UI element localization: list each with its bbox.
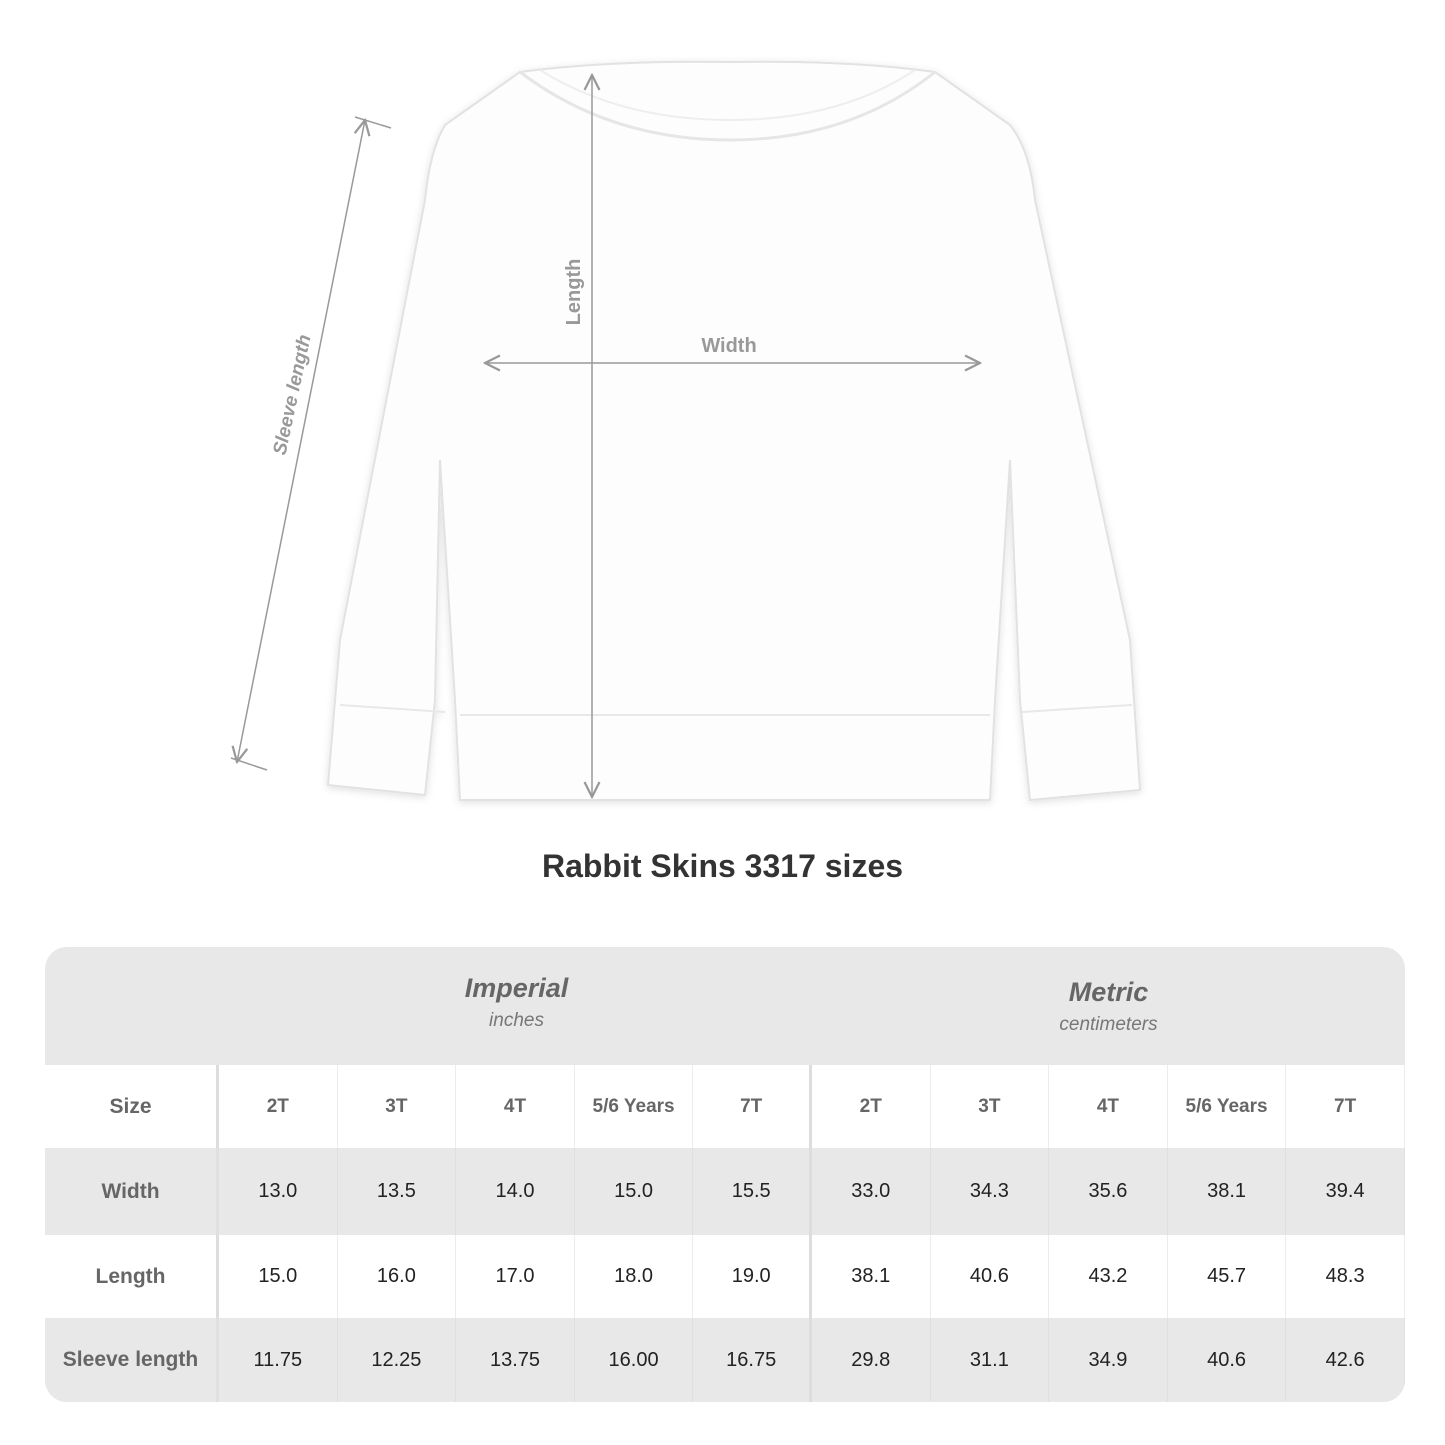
metric-cell: 4T	[1049, 1065, 1168, 1148]
imperial-unit: inches	[489, 1010, 544, 1031]
metric-unit: centimeters	[1059, 1014, 1158, 1035]
imperial-cell: 7T	[693, 1065, 812, 1148]
imperial-cell: 13.5	[338, 1148, 457, 1235]
metric-cell: 5/6 Years	[1168, 1065, 1287, 1148]
size-header-row: Size 2T 3T 4T 5/6 Years 7T 2T 3T 4T 5/6 Years 7T	[45, 1065, 1405, 1148]
metric-label: Metric	[1068, 977, 1149, 1007]
metric-header: Metric centimeters	[812, 947, 1405, 1065]
imperial-cell: 15.0	[575, 1148, 694, 1235]
imperial-cell: 2T	[219, 1065, 338, 1148]
imperial-cell: 12.25	[338, 1318, 457, 1402]
imperial-cell: 3T	[338, 1065, 457, 1148]
metric-cell: 38.1	[1168, 1148, 1287, 1235]
metric-cell: 35.6	[1049, 1148, 1168, 1235]
table-row: Length 15.0 16.0 17.0 18.0 19.0 38.1 40.6 43.2 45…	[45, 1235, 1405, 1318]
metric-cell: 40.6	[1168, 1318, 1287, 1402]
metric-cell: 31.1	[931, 1318, 1050, 1402]
row-label: Sleeve length	[45, 1318, 219, 1402]
sleeve-length-arrow	[230, 116, 392, 771]
sleeve-length-label: Sleeve length	[270, 333, 316, 457]
metric-cell: 43.2	[1049, 1235, 1168, 1318]
size-table: Imperial inches Metric centimeters Size 2…	[45, 947, 1405, 1402]
metric-cell: 39.4	[1286, 1148, 1405, 1235]
imperial-cell: 16.00	[575, 1318, 694, 1402]
imperial-cell: 17.0	[456, 1235, 575, 1318]
metric-cell: 2T	[812, 1065, 931, 1148]
imperial-header: Imperial inches	[219, 947, 814, 1065]
metric-cell: 33.0	[812, 1148, 931, 1235]
row-label: Size	[45, 1065, 219, 1148]
table-row: Width 13.0 13.5 14.0 15.0 15.5 33.0 34.3 35.6 38.…	[45, 1148, 1405, 1235]
width-label: Width	[701, 335, 756, 357]
sweatshirt-image	[326, 60, 1142, 802]
metric-cell: 48.3	[1286, 1235, 1405, 1318]
row-label: Length	[45, 1235, 219, 1318]
imperial-cell: 11.75	[219, 1318, 338, 1402]
imperial-label: Imperial	[464, 973, 569, 1003]
imperial-cell: 5/6 Years	[575, 1065, 694, 1148]
sweatshirt-diagram: Sleeve length Length Width	[230, 60, 1142, 802]
metric-cell: 45.7	[1168, 1235, 1287, 1318]
metric-cell: 3T	[931, 1065, 1050, 1148]
metric-cell: 34.9	[1049, 1318, 1168, 1402]
metric-cell: 38.1	[812, 1235, 931, 1318]
imperial-cell: 19.0	[693, 1235, 812, 1318]
imperial-cell: 18.0	[575, 1235, 694, 1318]
length-label: Length	[563, 259, 585, 326]
metric-cell: 29.8	[812, 1318, 931, 1402]
imperial-cell: 13.0	[219, 1148, 338, 1235]
imperial-cell: 16.75	[693, 1318, 812, 1402]
table-row: Sleeve length 11.75 12.25 13.75 16.00 16.75 29…	[45, 1318, 1405, 1402]
imperial-cell: 4T	[456, 1065, 575, 1148]
page-title: Rabbit Skins 3317 sizes	[541, 848, 904, 884]
imperial-cell: 14.0	[456, 1148, 575, 1235]
imperial-cell: 16.0	[338, 1235, 457, 1318]
metric-cell: 40.6	[931, 1235, 1050, 1318]
imperial-cell: 13.75	[456, 1318, 575, 1402]
imperial-cell: 15.5	[693, 1148, 812, 1235]
imperial-cell: 15.0	[219, 1235, 338, 1318]
metric-cell: 42.6	[1286, 1318, 1405, 1402]
row-label: Width	[45, 1148, 219, 1235]
metric-cell: 34.3	[931, 1148, 1050, 1235]
metric-cell: 7T	[1286, 1065, 1405, 1148]
